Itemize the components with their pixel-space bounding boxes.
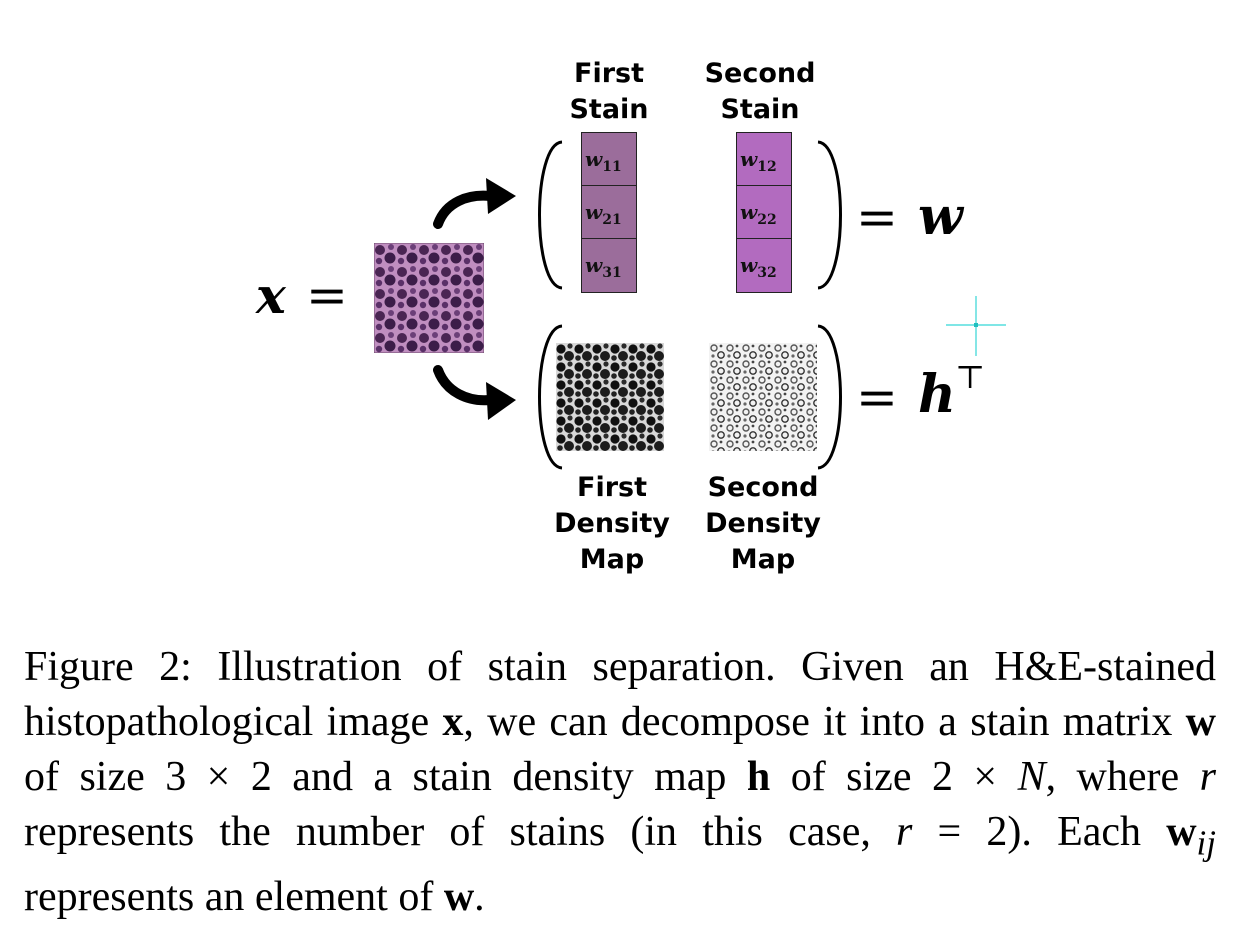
w-equals: = <box>856 188 898 246</box>
matrix-cell-w12: w12 <box>737 133 791 186</box>
transpose-symbol: ⊤ <box>955 358 986 396</box>
w-symbol: w <box>918 186 963 247</box>
first-density-map-image <box>556 343 664 451</box>
matrix-cell-w11: w11 <box>582 133 636 186</box>
second-density-map-image <box>709 343 817 451</box>
stain-separation-diagram: x = First Stain Second Stain w11 <box>256 58 1006 575</box>
caption-x: x <box>442 699 464 745</box>
first-stain-column: w11 w21 w31 <box>581 132 637 293</box>
first-density-label: First Density Map <box>554 472 670 575</box>
x-symbol: x <box>256 266 286 325</box>
figure-caption: Figure 2: Illustration of stain separati… <box>24 644 1216 921</box>
caption-label: Figure 2: <box>24 644 192 690</box>
first-stain-label: First Stain <box>569 58 649 125</box>
right-paren-lower <box>817 324 842 470</box>
he-image <box>374 243 484 353</box>
matrix-cell-w22: w22 <box>737 186 791 239</box>
h-equals: = <box>856 368 898 426</box>
second-density-label: Second Density Map <box>705 472 821 575</box>
second-stain-label: Second Stain <box>704 58 816 125</box>
arrow-up-icon <box>433 178 516 229</box>
arrow-down-icon <box>433 365 516 420</box>
crosshair-cursor-icon <box>946 296 1006 356</box>
matrix-cell-w31: w31 <box>585 253 622 281</box>
x-equals: = <box>306 266 348 324</box>
right-paren-upper <box>817 140 842 290</box>
matrix-cell-w32: w32 <box>740 253 777 281</box>
h-symbol: h <box>918 364 956 425</box>
matrix-cell-w21: w21 <box>582 186 636 239</box>
second-stain-column: w12 w22 w32 <box>736 132 792 293</box>
left-paren-lower <box>538 324 563 470</box>
left-paren-upper <box>538 140 563 290</box>
